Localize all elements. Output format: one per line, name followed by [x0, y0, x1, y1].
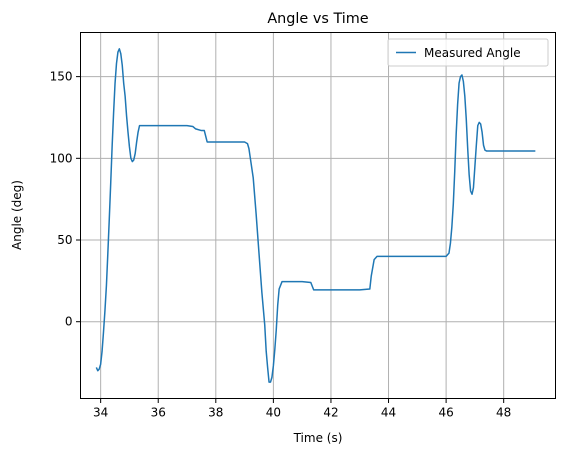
y-tick-label: 0 [65, 315, 73, 329]
x-tick-label: 44 [381, 406, 396, 420]
x-tick-label: 46 [438, 406, 453, 420]
legend: Measured Angle [387, 38, 549, 67]
y-tick-label: 50 [57, 233, 72, 247]
y-tick-label: 150 [50, 70, 73, 84]
y-tick-label: 100 [50, 151, 73, 165]
x-tick-label: 48 [496, 406, 511, 420]
grid-lines [80, 32, 556, 399]
x-tick-label: 38 [208, 406, 223, 420]
legend-label: Measured Angle [424, 46, 521, 60]
series-line-0 [95, 48, 536, 383]
chart-title: Angle vs Time [267, 11, 368, 27]
plot-frame [80, 32, 556, 399]
axis-ticks: 34 36 38 40 42 44 46 48 0 50 100 150 [50, 70, 512, 420]
x-tick-label: 42 [323, 406, 338, 420]
legend-box [387, 38, 549, 67]
x-tick-label: 40 [266, 406, 281, 420]
x-tick-label: 36 [151, 406, 166, 420]
series-layer [95, 48, 536, 383]
y-axis-label: Angle (deg) [10, 180, 24, 250]
x-tick-label: 34 [93, 406, 108, 420]
x-axis-label: Time (s) [293, 431, 343, 445]
